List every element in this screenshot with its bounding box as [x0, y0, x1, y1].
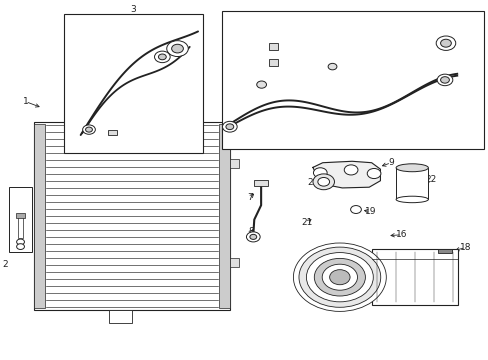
Bar — [107, 130, 117, 135]
Text: 15: 15 — [298, 45, 309, 54]
Circle shape — [329, 270, 349, 285]
Circle shape — [171, 44, 183, 53]
Text: 12: 12 — [461, 35, 473, 44]
Bar — [229, 159, 238, 168]
Circle shape — [82, 125, 95, 134]
Text: 21: 21 — [301, 218, 312, 227]
Circle shape — [313, 168, 326, 178]
Circle shape — [298, 247, 380, 307]
Ellipse shape — [395, 196, 427, 203]
Bar — [268, 59, 277, 66]
Circle shape — [306, 253, 372, 302]
Text: 6: 6 — [147, 133, 153, 142]
Circle shape — [435, 36, 455, 50]
Text: 22: 22 — [425, 175, 436, 184]
Text: 2: 2 — [2, 260, 8, 269]
Bar — [372, 249, 457, 305]
Circle shape — [344, 165, 357, 175]
Text: 3: 3 — [130, 4, 136, 13]
Bar — [437, 249, 451, 253]
Circle shape — [440, 39, 450, 47]
Bar — [108, 310, 132, 323]
Text: 10: 10 — [453, 76, 465, 85]
Circle shape — [322, 264, 357, 290]
Circle shape — [17, 239, 24, 245]
Text: 18: 18 — [459, 243, 470, 252]
Bar — [268, 43, 277, 50]
Circle shape — [314, 258, 365, 296]
Circle shape — [317, 177, 329, 186]
Text: 5: 5 — [191, 38, 197, 47]
Text: 14: 14 — [359, 45, 371, 54]
Bar — [222, 11, 483, 149]
Text: 7: 7 — [247, 193, 253, 202]
Circle shape — [154, 51, 170, 63]
Circle shape — [256, 81, 266, 88]
Circle shape — [440, 77, 448, 83]
Text: 19: 19 — [364, 207, 376, 216]
Circle shape — [312, 174, 334, 190]
Text: 8: 8 — [247, 228, 253, 236]
Bar — [229, 258, 238, 267]
Circle shape — [293, 243, 386, 311]
Text: 15: 15 — [298, 28, 309, 37]
Bar — [16, 213, 25, 218]
Bar — [34, 124, 45, 308]
Text: 9: 9 — [387, 158, 393, 167]
Bar — [395, 168, 427, 199]
Circle shape — [249, 234, 256, 239]
Circle shape — [436, 74, 452, 86]
Circle shape — [225, 124, 233, 130]
Circle shape — [166, 41, 188, 57]
Bar — [219, 124, 229, 308]
Bar — [18, 214, 23, 238]
Text: 4: 4 — [80, 91, 86, 100]
Text: 11: 11 — [272, 123, 284, 132]
Circle shape — [158, 54, 166, 60]
Circle shape — [350, 206, 361, 213]
Text: 13: 13 — [299, 66, 311, 75]
Bar — [9, 187, 32, 252]
Polygon shape — [312, 161, 380, 188]
Bar — [34, 122, 229, 310]
Circle shape — [17, 244, 24, 249]
Circle shape — [366, 168, 380, 179]
Bar — [254, 180, 267, 186]
Text: 17: 17 — [334, 278, 346, 287]
Circle shape — [85, 127, 92, 132]
Text: 16: 16 — [395, 230, 407, 239]
Circle shape — [327, 63, 336, 70]
Circle shape — [222, 121, 237, 132]
Circle shape — [246, 232, 260, 242]
Text: 1: 1 — [22, 97, 28, 106]
Ellipse shape — [395, 164, 427, 172]
Text: 20: 20 — [306, 177, 318, 186]
Bar — [63, 14, 203, 153]
